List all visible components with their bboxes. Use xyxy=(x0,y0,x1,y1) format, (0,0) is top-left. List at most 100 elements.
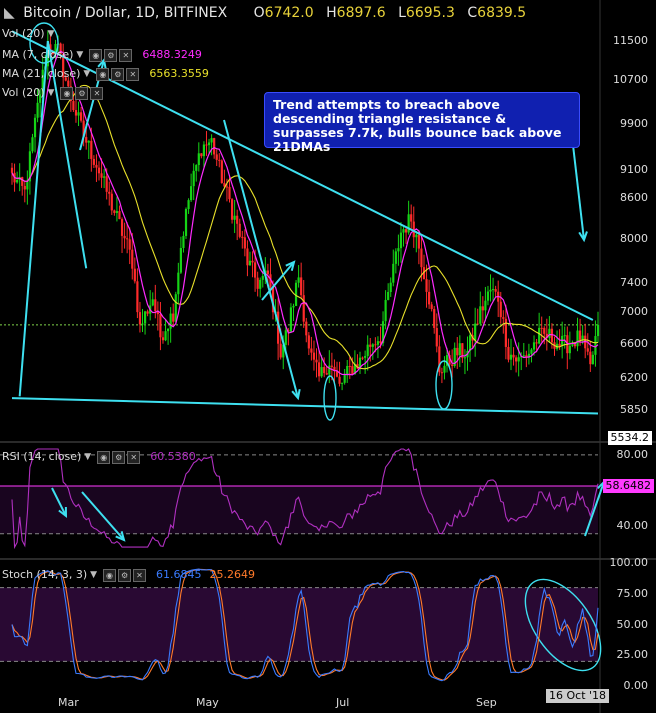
candle-body xyxy=(238,223,241,237)
stoch-k-line xyxy=(11,568,599,682)
candle-body xyxy=(445,355,449,366)
candle-body xyxy=(294,282,298,306)
candle-body xyxy=(335,371,339,377)
open-value: 6742.0 xyxy=(264,5,314,21)
candle-body xyxy=(548,328,551,338)
candle-body xyxy=(266,270,269,275)
eye-icon[interactable]: ◉ xyxy=(96,67,110,81)
candle-body xyxy=(402,229,405,233)
rsi-line xyxy=(11,448,599,550)
dropdown-icon[interactable]: ▼ xyxy=(47,88,55,98)
eye-icon[interactable]: ◉ xyxy=(97,450,111,464)
candle-body xyxy=(448,355,451,365)
candle-body xyxy=(41,69,44,95)
candle-body xyxy=(502,317,505,319)
candle-body xyxy=(210,138,213,143)
indicator-vol-2[interactable]: Vol (20) ▼ ◉ ⚙ ✕ xyxy=(2,85,109,101)
arrow-callout-head xyxy=(578,231,588,243)
dropdown-icon[interactable]: ▼ xyxy=(47,29,55,39)
candle-body xyxy=(241,236,244,238)
rsi-value: 60.5380 xyxy=(150,450,196,463)
settings-icon[interactable]: ⚙ xyxy=(112,450,126,464)
candle-body xyxy=(366,344,369,356)
indicator-vol-1[interactable]: Vol (20) ▼ xyxy=(2,27,55,40)
candle-body xyxy=(49,44,52,53)
candle-body xyxy=(568,345,571,354)
close-icon[interactable]: ✕ xyxy=(127,450,141,464)
candle-body xyxy=(215,154,218,160)
candle-body xyxy=(525,355,528,358)
candle-body xyxy=(527,353,531,358)
eye-icon[interactable]: ◉ xyxy=(60,86,74,100)
candle-body xyxy=(187,200,190,210)
candle-body xyxy=(254,262,257,278)
candle-body xyxy=(504,318,507,347)
candle-body xyxy=(225,186,229,188)
price-tick-label: 8600 xyxy=(620,191,648,204)
collapse-icon[interactable]: ◣ xyxy=(4,5,15,21)
stoch-tick-label: 50.00 xyxy=(616,617,649,631)
candle-body xyxy=(491,289,495,291)
close-icon[interactable]: ✕ xyxy=(90,86,104,100)
indicator-rsi[interactable]: RSI (14, close) ▼ ◉ ⚙ ✕ 60.5380 xyxy=(2,450,196,464)
arrow-up-mid xyxy=(261,261,295,301)
indicator-stoch[interactable]: Stoch (14, 3, 3) ▼ ◉ ⚙ ✕ 61.6845 25.2649 xyxy=(2,568,256,582)
indicator-ma21[interactable]: MA (21, close) ▼ ◉ ⚙ ✕ 6563.3559 xyxy=(2,67,209,81)
candle-body xyxy=(333,366,336,372)
candle-body xyxy=(62,53,65,78)
indicator-ma7[interactable]: MA (7, close) ▼ ◉ ⚙ ✕ 6488.3249 xyxy=(2,48,202,62)
candle-body xyxy=(317,362,321,377)
candle-body xyxy=(151,299,154,306)
candle-body xyxy=(310,348,313,353)
candle-body xyxy=(190,186,193,201)
rsi-arrow-down-2-head xyxy=(115,531,126,542)
dropdown-icon[interactable]: ▼ xyxy=(76,50,84,60)
candle-body xyxy=(379,341,382,344)
eye-icon[interactable]: ◉ xyxy=(103,568,117,582)
candle-body xyxy=(110,193,113,211)
highlight-ellipse xyxy=(29,22,59,64)
candle-body xyxy=(576,330,579,347)
candle-body xyxy=(307,335,310,349)
ma7-value: 6488.3249 xyxy=(142,48,202,61)
candle-body xyxy=(166,328,170,332)
candle-body xyxy=(550,328,554,343)
dropdown-icon[interactable]: ▼ xyxy=(84,452,92,462)
candle-body xyxy=(323,367,326,374)
annotation-callout[interactable]: Trend attempts to breach above descendin… xyxy=(264,92,580,154)
close-icon[interactable]: ✕ xyxy=(126,67,140,81)
candle-body xyxy=(120,219,124,236)
settings-icon[interactable]: ⚙ xyxy=(75,86,89,100)
dropdown-icon[interactable]: ▼ xyxy=(90,570,98,580)
close-icon[interactable]: ✕ xyxy=(133,568,147,582)
candle-body xyxy=(200,153,203,157)
candle-body xyxy=(515,357,518,362)
close-icon[interactable]: ✕ xyxy=(119,48,133,62)
settings-icon[interactable]: ⚙ xyxy=(104,48,118,62)
stoch-band xyxy=(0,587,598,662)
candle-body xyxy=(387,292,390,300)
candle-body xyxy=(67,80,70,87)
support-trendline xyxy=(11,397,599,415)
dropdown-icon[interactable]: ▼ xyxy=(83,69,91,79)
settings-icon[interactable]: ⚙ xyxy=(118,568,132,582)
price-tick-label: 6200 xyxy=(620,371,648,384)
candle-body xyxy=(578,330,582,340)
candle-body xyxy=(463,357,467,359)
price-tick-label: 7400 xyxy=(620,276,648,289)
eye-icon[interactable]: ◉ xyxy=(89,48,103,62)
candle-body xyxy=(72,101,75,111)
price-tick-label: 5850 xyxy=(620,403,648,416)
settings-icon[interactable]: ⚙ xyxy=(111,67,125,81)
candle-body xyxy=(351,366,354,375)
candle-body xyxy=(428,291,431,305)
symbol-title[interactable]: Bitcoin / Dollar, 1D, BITFINEX xyxy=(23,5,228,21)
candle-body xyxy=(356,363,359,369)
candle-body xyxy=(184,209,188,236)
candle-body xyxy=(192,170,195,187)
candle-body xyxy=(256,277,259,289)
candle-body xyxy=(581,335,584,340)
candle-body xyxy=(468,335,472,351)
candle-body xyxy=(512,354,515,358)
candle-body xyxy=(23,185,26,190)
